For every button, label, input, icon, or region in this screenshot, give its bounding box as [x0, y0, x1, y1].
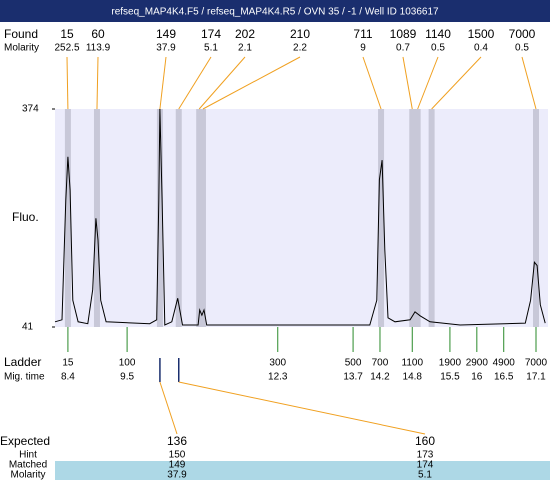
ladder-size: 1100	[402, 358, 424, 369]
match-connector	[178, 381, 426, 435]
peak-band	[409, 109, 416, 327]
found-molarity: 0.7	[396, 43, 410, 54]
ladder-time: 17.1	[526, 372, 546, 383]
ladder-time: 14.2	[370, 372, 390, 383]
found-connector	[96, 56, 99, 110]
ladder-size: 2900	[466, 358, 489, 369]
found-connector	[402, 56, 413, 110]
found-size: 1500	[468, 27, 495, 41]
expected-row-label: Expected	[0, 434, 50, 448]
found-connector	[362, 56, 382, 110]
ladder-time: 16	[471, 372, 483, 383]
found-size: 174	[201, 27, 221, 41]
found-size: 711	[353, 27, 372, 41]
peak-band	[156, 109, 163, 327]
y-axis-label: Fluo.	[12, 210, 39, 224]
expected-row-label: Molarity	[10, 470, 45, 480]
found-size: 202	[235, 27, 255, 41]
found-connector	[431, 56, 482, 110]
found-connector	[417, 56, 439, 110]
plot-area	[55, 109, 548, 327]
ladder-time: 13.7	[343, 372, 363, 383]
ladder-size: 700	[372, 358, 389, 369]
expected-hint: 150	[169, 450, 186, 461]
ladder-size: 4900	[493, 358, 516, 369]
found-size: 1089	[390, 27, 417, 41]
peak-band	[199, 109, 206, 327]
found-connector	[159, 56, 167, 110]
found-molarity: 2.1	[238, 43, 252, 54]
peak-band	[414, 109, 421, 327]
found-size: 15	[60, 27, 74, 41]
expected-row-label: Matched	[9, 460, 47, 471]
ladder-time: 8.4	[61, 372, 75, 383]
ladder-size: 15	[62, 358, 74, 369]
found-molarity: 2.2	[293, 43, 307, 54]
found-connector	[202, 56, 301, 110]
found-molarity: 0.5	[515, 43, 529, 54]
expected-expected: 160	[415, 434, 435, 448]
ladder-time: 15.5	[440, 372, 460, 383]
matched-highlight	[55, 461, 550, 480]
expected-matched: 149	[169, 460, 186, 471]
trace	[54, 108, 546, 326]
match-connector	[159, 381, 178, 435]
expected-molarity: 37.9	[167, 470, 187, 480]
peak-band	[428, 109, 435, 327]
peak-band	[533, 109, 540, 327]
found-size: 7000	[509, 27, 536, 41]
ladder-time: 12.3	[268, 372, 288, 383]
y-tick-label: 41	[22, 322, 34, 333]
peak-band	[64, 109, 71, 327]
mig-time-label: Mig. time	[4, 372, 45, 383]
y-tick-label: 374	[22, 104, 39, 115]
ladder-size: 300	[269, 358, 286, 369]
peak-band	[175, 109, 182, 327]
found-molarity: 252.5	[54, 43, 79, 54]
peak-band	[378, 109, 385, 327]
molarity-label: Molarity	[4, 43, 39, 54]
ladder-label: Ladder	[4, 355, 41, 369]
found-molarity: 0.4	[474, 43, 488, 54]
expected-matched: 174	[417, 460, 434, 471]
found-size: 60	[91, 27, 105, 41]
found-size: 210	[290, 27, 310, 41]
found-molarity: 113.9	[86, 43, 111, 54]
found-molarity: 37.9	[156, 43, 176, 54]
title-bar	[0, 0, 550, 22]
ladder-size: 500	[345, 358, 362, 369]
found-connector	[198, 56, 246, 110]
expected-expected: 136	[167, 434, 187, 448]
found-connector	[178, 56, 212, 110]
found-label: Found	[4, 27, 38, 41]
ladder-size: 100	[119, 358, 136, 369]
expected-hint: 173	[417, 450, 434, 461]
found-size: 149	[156, 27, 176, 41]
found-size: 1140	[425, 27, 451, 41]
found-molarity: 9	[360, 43, 366, 54]
ladder-size: 1900	[439, 358, 462, 369]
ladder-size: 7000	[525, 358, 548, 369]
expected-row-label: Hint	[19, 450, 37, 461]
ladder-time: 16.5	[494, 372, 514, 383]
expected-molarity: 5.1	[418, 470, 432, 480]
peak-band	[93, 109, 100, 327]
ladder-time: 9.5	[120, 372, 134, 383]
found-connector	[521, 56, 537, 110]
title: refseq_MAP4K4.F5 / refseq_MAP4K4.R5 / OV…	[111, 7, 439, 18]
found-connector	[66, 56, 69, 110]
found-molarity: 0.5	[431, 43, 445, 54]
ladder-time: 14.8	[403, 372, 423, 383]
peak-band	[196, 109, 203, 327]
found-molarity: 5.1	[204, 43, 218, 54]
